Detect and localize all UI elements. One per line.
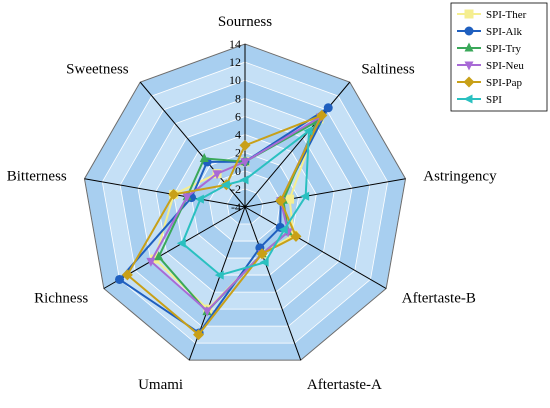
series-marker: [176, 238, 186, 248]
series-marker: [220, 180, 230, 190]
legend-label: SPI-Pap: [486, 77, 523, 89]
legend-label: SPI-Alk: [486, 26, 523, 38]
series-spi-pap: [121, 109, 328, 341]
axis-title-bitterness: Bitterness: [7, 169, 67, 185]
radar-tick-label: -4: [231, 200, 241, 214]
axis-title-aftertaste-a: Aftertaste-A: [307, 377, 382, 393]
legend-item: SPI-Alk: [457, 26, 523, 38]
radar-tick-label: 6: [235, 109, 241, 123]
series-marker: [303, 126, 313, 136]
legend-item: SPI-Ther: [457, 9, 527, 21]
axis-title-sweetness: Sweetness: [66, 61, 129, 77]
radar-spoke: [244, 81, 351, 208]
series-marker: [463, 76, 475, 88]
legend-label: SPI-Neu: [486, 60, 524, 72]
series-marker: [214, 270, 224, 280]
radar-tick-label: 14: [229, 37, 241, 51]
series-marker: [182, 193, 192, 203]
radar-spokes: [84, 44, 406, 361]
axis-title-richness: Richness: [34, 291, 88, 307]
radar-tick-label: 10: [229, 73, 241, 87]
series-spi: [176, 126, 313, 280]
legend-item: SPI-Try: [457, 42, 522, 55]
series-marker: [464, 42, 474, 52]
legend-item: SPI-Pap: [457, 76, 523, 89]
series-marker: [256, 248, 268, 260]
radar-spoke: [84, 178, 246, 208]
series-marker: [239, 139, 251, 151]
series-marker: [285, 194, 295, 204]
radar-spoke: [244, 178, 406, 208]
series-marker: [259, 257, 269, 267]
series-marker: [194, 194, 204, 204]
legend-label: SPI: [486, 94, 502, 106]
radar-axis-titles: Sourness Saltiness Astringency Aftertaste-B…: [7, 14, 497, 393]
series-marker: [323, 103, 333, 113]
radar-series: [115, 103, 333, 341]
legend-item: SPI: [457, 94, 502, 106]
series-marker: [199, 152, 209, 162]
series-marker: [212, 170, 222, 180]
legend-box: [450, 2, 548, 112]
series-marker: [239, 175, 249, 185]
radar-tick-label: 0: [235, 164, 241, 178]
radar-outer-border: [83, 43, 407, 361]
series-marker: [240, 158, 250, 168]
series-marker: [316, 109, 328, 121]
series-marker: [150, 254, 160, 264]
axis-title-aftertaste-b: Aftertaste-B: [402, 291, 476, 307]
axis-title-saltiness: Saltiness: [361, 61, 414, 77]
axis-title-umami: Umami: [138, 377, 183, 393]
series-line: [126, 113, 324, 337]
legend-item: SPI-Neu: [457, 60, 524, 72]
radar-tick-label: 12: [229, 55, 241, 69]
legend-label: SPI-Try: [486, 43, 522, 55]
series-marker: [463, 94, 473, 104]
radar-tick-label: -2: [231, 182, 241, 196]
series-marker: [464, 61, 474, 71]
series-marker: [290, 230, 302, 242]
series-marker: [202, 307, 212, 317]
series-marker: [464, 26, 474, 36]
series-line: [118, 104, 331, 335]
series-marker: [115, 274, 125, 284]
legend: SPI-Ther SPI-Alk SPI-Try SPI-Neu SPI-Pap SPI: [450, 2, 548, 112]
series-marker: [121, 269, 133, 281]
series-marker: [278, 225, 288, 235]
legend-label: SPI-Ther: [486, 9, 527, 21]
series-marker: [193, 329, 205, 341]
series-marker: [146, 257, 156, 267]
radar-spoke: [244, 206, 302, 361]
axis-title-astringency: Astringency: [423, 169, 497, 185]
radar-tick-label: 4: [235, 128, 241, 142]
series-marker: [275, 195, 287, 207]
radar-tick-label: 2: [235, 146, 241, 160]
radar-tick-label: 8: [235, 91, 241, 105]
radar-tick-labels: -4 -2 0 2 4 6 8 10 12 14: [229, 37, 241, 214]
axis-title-sourness: Sourness: [218, 14, 272, 30]
series-line: [181, 128, 311, 277]
series-marker: [464, 9, 474, 19]
series-marker: [154, 251, 164, 261]
series-marker: [168, 188, 180, 200]
series-marker: [300, 191, 310, 201]
radar-spoke: [244, 206, 387, 289]
